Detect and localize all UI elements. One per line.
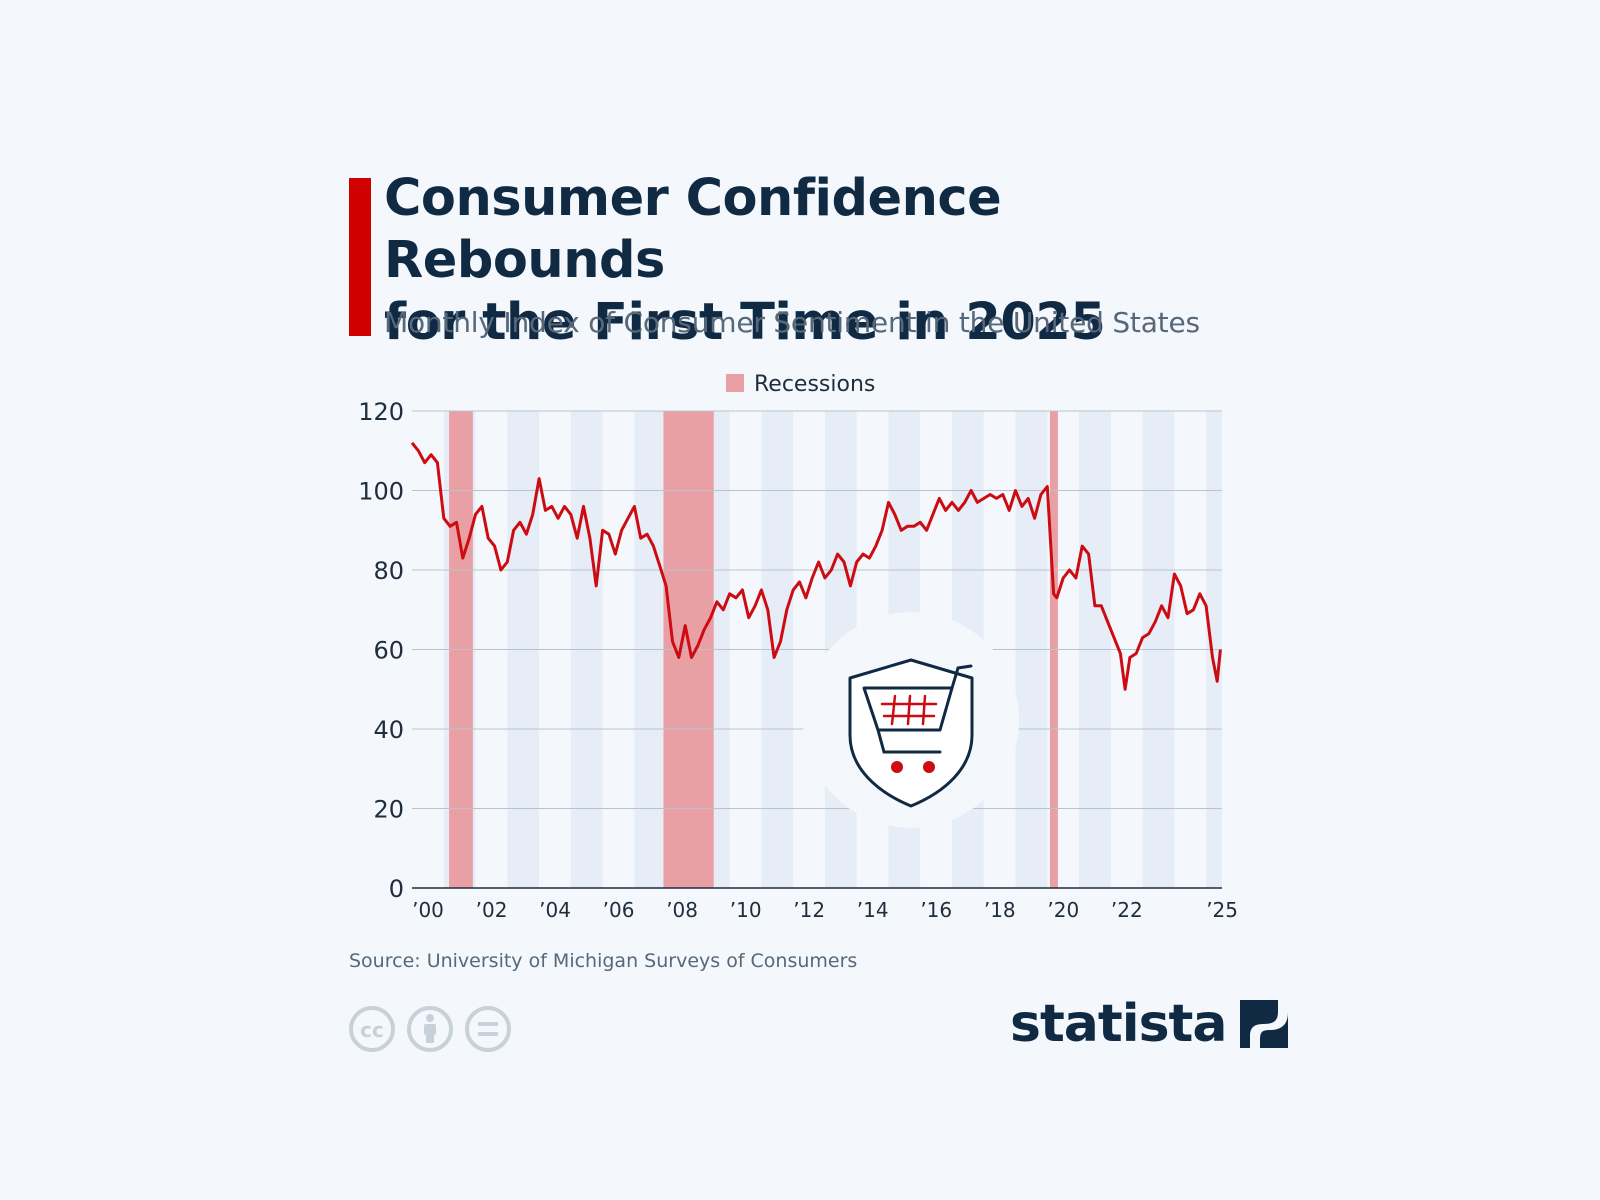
x-tick-label-2020: ’20	[1047, 898, 1079, 922]
x-tick-label-2008: ’08	[666, 898, 698, 922]
consumer-sentiment-chart: 0 20 40 60 80 100 120 ’00 ’02 ’04 ’06 ’08 ’10 ’12 ’14…	[358, 372, 1238, 922]
license-icons: cc	[349, 1006, 511, 1052]
attribution-icon[interactable]	[407, 1006, 453, 1052]
x-tick-label-2006: ’06	[603, 898, 635, 922]
x-tick-label-2025: ’25	[1206, 898, 1238, 922]
x-axis: ’00 ’02 ’04 ’06 ’08 ’10 ’12 ’14 ’16 ’18 ’20 ’22 ’25	[412, 898, 1238, 922]
x-tick-label-2012: ’12	[793, 898, 825, 922]
title-accent-bar	[349, 178, 371, 336]
x-tick-label-2018: ’18	[984, 898, 1016, 922]
legend: Recessions	[726, 372, 875, 397]
page-subtitle: Monthly Index of Consumer Sentiment in t…	[384, 306, 1200, 339]
cc-icon[interactable]: cc	[349, 1006, 395, 1052]
cc-icon-label: cc	[360, 1018, 384, 1042]
x-tick-label-2014: ’14	[857, 898, 889, 922]
y-tick-label-100: 100	[358, 478, 404, 506]
x-tick-label-2016: ’16	[920, 898, 952, 922]
y-axis: 0 20 40 60 80 100 120	[358, 398, 404, 903]
no-derivatives-icon[interactable]	[465, 1006, 511, 1052]
title-line-1: Consumer Confidence Rebounds	[384, 169, 1002, 290]
legend-label-recessions: Recessions	[754, 372, 875, 397]
x-tick-label-2010: ’10	[730, 898, 762, 922]
y-tick-label-120: 120	[358, 398, 404, 426]
shopping-cart-shield-icon	[803, 612, 1019, 828]
y-tick-label-0: 0	[389, 875, 404, 903]
x-tick-label-2004: ’04	[539, 898, 571, 922]
x-tick-label-2022: ’22	[1111, 898, 1143, 922]
series-line-consumer-sentiment	[410, 441, 1222, 691]
y-tick-label-40: 40	[373, 716, 404, 744]
x-tick-label-2002: ’02	[476, 898, 508, 922]
statista-logo-text: statista	[1010, 994, 1227, 1054]
page-title: Consumer Confidence Rebounds for the Fir…	[384, 168, 1284, 354]
y-tick-label-60: 60	[373, 637, 404, 665]
statista-logo[interactable]: statista	[1010, 994, 1289, 1054]
x-tick-label-2000: ’00	[412, 898, 444, 922]
legend-swatch-recessions	[726, 374, 744, 392]
title-line-2: for the First Time in 2025	[384, 293, 1106, 352]
source-note: Source: University of Michigan Surveys o…	[349, 950, 858, 972]
y-tick-label-20: 20	[373, 796, 404, 824]
gridlines	[412, 410, 1222, 889]
y-tick-label-80: 80	[373, 557, 404, 585]
statista-logo-mark-icon	[1240, 1000, 1289, 1048]
